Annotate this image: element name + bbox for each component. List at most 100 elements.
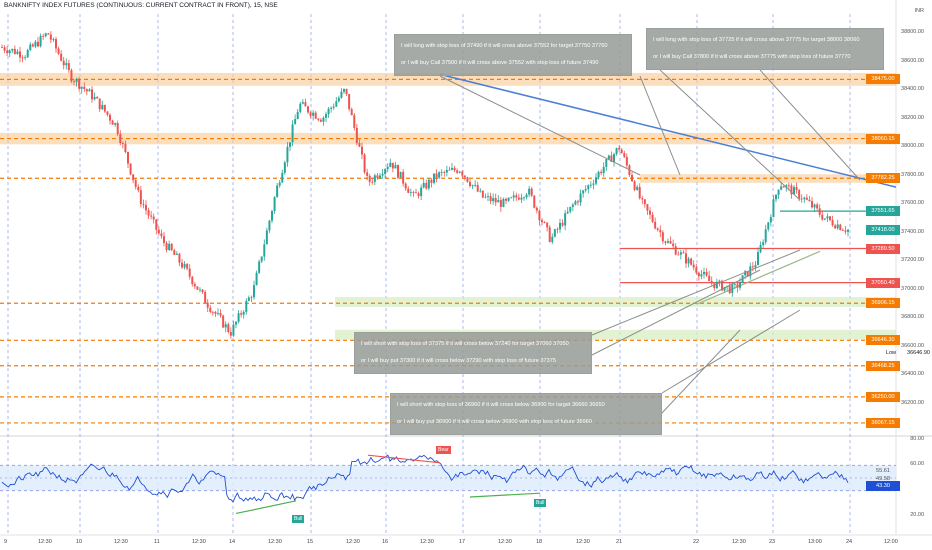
candle-body <box>422 182 425 188</box>
candle-body <box>613 154 615 162</box>
candle-body <box>800 198 803 200</box>
candle-body <box>548 227 551 242</box>
candle-body <box>165 242 168 251</box>
candle-body <box>564 213 567 226</box>
price-tick-label: 36800.00 <box>901 314 924 321</box>
candle-body <box>399 171 402 178</box>
candle-body <box>299 103 302 112</box>
candle-body <box>497 200 500 203</box>
candle-body <box>705 271 708 276</box>
candle-body <box>152 216 155 220</box>
candle-body <box>3 47 6 51</box>
candle-body <box>731 284 734 294</box>
candle-body <box>337 97 340 102</box>
candle-body <box>463 175 466 178</box>
candle-body <box>782 186 785 188</box>
candle-body <box>373 175 376 182</box>
candle-body <box>183 263 186 268</box>
candle-body <box>312 112 315 116</box>
candle-body <box>656 228 659 230</box>
candle-body <box>291 124 294 143</box>
candle-body <box>818 208 821 215</box>
price-level-tag: 37418.00 <box>866 225 900 236</box>
candle-body <box>294 118 297 125</box>
candle-body <box>65 63 68 66</box>
candle-body <box>466 177 469 182</box>
candle-body <box>271 210 273 221</box>
candle-body <box>314 112 317 119</box>
time-tick-label: 12:30 <box>498 539 512 545</box>
candle-body <box>703 271 705 275</box>
candle-body <box>155 219 158 230</box>
candle-body <box>831 220 834 226</box>
candle-body <box>381 173 384 176</box>
candle-body <box>618 148 621 150</box>
candle-body <box>517 197 520 200</box>
candle-body <box>510 197 513 199</box>
candle-body <box>762 242 765 246</box>
candle-body <box>317 118 320 120</box>
price-tick-label: 38600.00 <box>901 57 924 64</box>
price-tick-label: 36400.00 <box>901 371 924 378</box>
candle-body <box>823 218 826 220</box>
candle-body <box>631 174 633 182</box>
candle-body <box>798 189 801 199</box>
candle-body <box>523 197 525 199</box>
callout-connector <box>591 249 801 336</box>
candle-body <box>358 143 361 147</box>
candle-body <box>829 216 831 221</box>
price-tick-label: 38400.00 <box>901 86 924 93</box>
note-long-37552: I will long with stop loss of 37490 if i… <box>394 34 632 76</box>
candle-body <box>690 258 693 265</box>
currency-label: INR <box>914 8 924 14</box>
candle-body <box>643 199 646 205</box>
candle-body <box>602 166 605 174</box>
candle-body <box>754 265 757 268</box>
candle-body <box>44 33 47 37</box>
candle-body <box>695 267 698 273</box>
candle-body <box>417 193 420 197</box>
candle-body <box>715 281 718 289</box>
candle-body <box>134 180 137 187</box>
candle-body <box>157 229 160 234</box>
candle-body <box>710 281 713 284</box>
candle-body <box>343 89 345 92</box>
candle-body <box>723 286 726 291</box>
time-tick-label: 17 <box>459 539 466 545</box>
candle-body <box>777 189 780 195</box>
candle-body <box>142 204 145 206</box>
candle-body <box>397 165 399 178</box>
candle-body <box>21 57 24 59</box>
candle-body <box>34 41 37 47</box>
candle-body <box>129 163 132 175</box>
candle-body <box>348 93 351 110</box>
candle-body <box>91 89 93 100</box>
candle-body <box>736 284 739 288</box>
price-level-tag: 37289.50 <box>866 243 900 254</box>
note-line: or I will buy Call 37500 if it will cros… <box>401 60 599 66</box>
candle-body <box>188 268 191 277</box>
candle-body <box>150 215 153 217</box>
candle-body <box>250 297 253 299</box>
candle-body <box>49 34 52 40</box>
candle-body <box>566 211 569 214</box>
candle-body <box>224 324 227 328</box>
candle-body <box>667 241 669 243</box>
candle-body <box>170 243 173 251</box>
candle-body <box>834 225 837 229</box>
time-tick-label: 9 <box>4 539 8 545</box>
candle-body <box>700 274 703 277</box>
candle-body <box>600 171 603 174</box>
candle-body <box>139 190 142 205</box>
price-level-tag: 37050.40 <box>866 277 900 288</box>
candle-body <box>404 183 407 189</box>
candle-body <box>52 39 55 40</box>
note-short-37240: I will short with stop loss of 37375 if … <box>354 332 592 374</box>
price-tick-label: 37000.00 <box>901 285 924 292</box>
price-tick-label: 36600.00 <box>901 342 924 349</box>
candle-body <box>394 165 397 169</box>
time-tick-label: 12:30 <box>192 539 206 545</box>
candle-body <box>587 185 590 190</box>
price-tick-label: 38800.00 <box>901 29 924 35</box>
